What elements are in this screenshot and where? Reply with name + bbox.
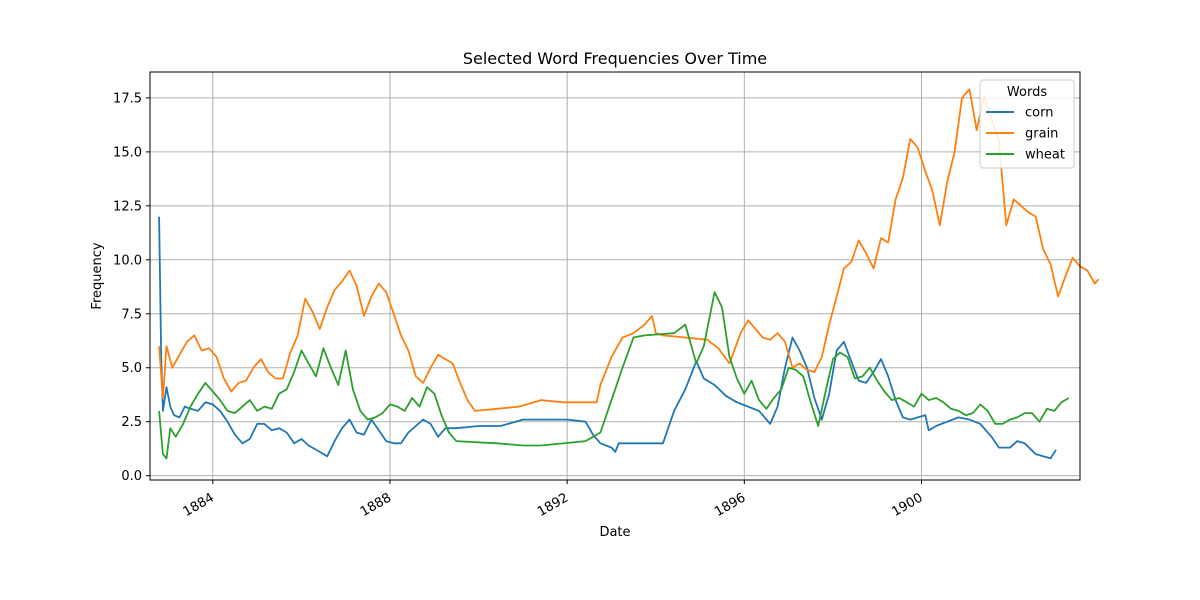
series-lines bbox=[158, 88, 1100, 460]
chart-title: Selected Word Frequencies Over Time bbox=[463, 49, 767, 68]
series-line-grain bbox=[158, 88, 1100, 412]
legend: Words corn grain wheat bbox=[979, 79, 1075, 169]
legend-label-grain: grain bbox=[1025, 127, 1058, 142]
y-tick-label: 5.0 bbox=[121, 361, 142, 376]
legend-box bbox=[979, 79, 1075, 169]
y-tick-label: 12.5 bbox=[113, 199, 142, 214]
x-axis-label: Date bbox=[599, 525, 630, 540]
legend-items: corn grain wheat bbox=[986, 106, 1065, 163]
y-tick-label: 10.0 bbox=[113, 253, 142, 268]
y-tick-label: 2.5 bbox=[121, 415, 142, 430]
legend-label-corn: corn bbox=[1025, 106, 1053, 121]
y-tick-label: 7.5 bbox=[121, 307, 142, 322]
y-tick-label: 0.0 bbox=[121, 469, 142, 484]
legend-title: Words bbox=[1007, 85, 1047, 100]
y-axis-label: Frequency bbox=[90, 242, 105, 309]
grid bbox=[150, 72, 1080, 480]
y-tick-label: 17.5 bbox=[113, 91, 142, 106]
plot-area bbox=[149, 71, 1081, 481]
y-axis-ticks: 0.0 2.5 5.0 7.5 10.0 12.5 15.0 17.5 bbox=[113, 91, 150, 484]
legend-label-wheat: wheat bbox=[1025, 148, 1065, 163]
y-tick-label: 15.0 bbox=[113, 145, 142, 160]
series-line-wheat bbox=[158, 291, 1070, 460]
series-line-corn bbox=[158, 216, 1057, 460]
